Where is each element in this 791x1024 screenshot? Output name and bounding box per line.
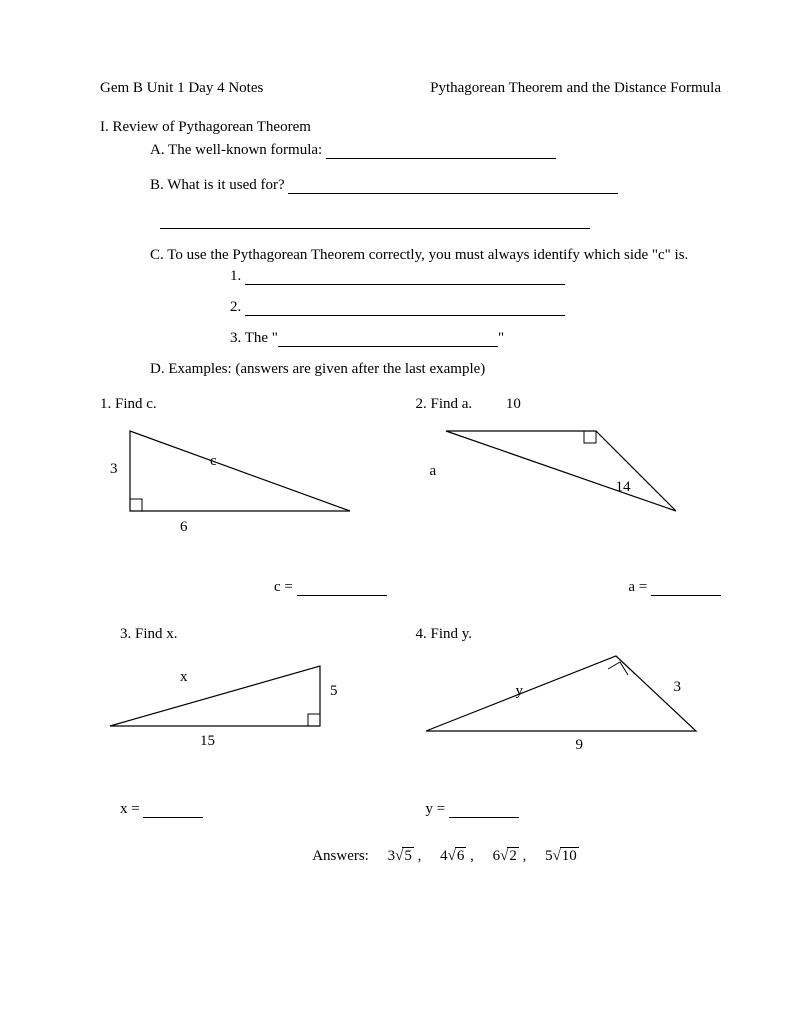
section-i-title: I. Review of Pythagorean Theorem: [60, 119, 731, 136]
p4-answer-var: y =: [426, 801, 446, 817]
sub-c-2: 2.: [60, 299, 731, 316]
p1-answer-var: c =: [274, 579, 293, 595]
p2-label-14: 14: [616, 479, 631, 496]
ans-4: 510: [545, 848, 579, 864]
blank-a: [326, 145, 556, 159]
c-item-3-prefix: 3. The ": [230, 330, 278, 346]
answers-label: Answers:: [312, 848, 369, 864]
header-left: Gem B Unit 1 Day 4 Notes: [100, 80, 263, 97]
p4-label-y: y: [516, 683, 524, 700]
p2-prompt: Find a.: [431, 396, 473, 412]
p4-num: 4.: [416, 626, 427, 642]
ans-1: 35 ,: [388, 848, 422, 864]
header-row: Gem B Unit 1 Day 4 Notes Pythagorean The…: [60, 80, 731, 97]
p2-answer-var: a =: [628, 579, 647, 595]
p1-prompt: Find c.: [115, 396, 157, 412]
sub-c-3: 3. The " ": [60, 330, 731, 347]
blank-c3: [278, 333, 498, 347]
p3-num: 3.: [120, 626, 131, 642]
blank-c1: [245, 271, 565, 285]
p1-num: 1.: [100, 396, 111, 412]
p3-label-15: 15: [200, 733, 215, 750]
blank-ans-y: [449, 804, 519, 818]
c-item-2-num: 2.: [230, 299, 241, 315]
problem-3: 3. Find x. x 5 15: [100, 626, 416, 761]
problem-1: 1. Find c. 3 6 c: [100, 396, 416, 561]
triangle-1: [100, 421, 360, 541]
blank-c2: [245, 302, 565, 316]
c-item-3-suffix: ": [498, 330, 504, 346]
header-right: Pythagorean Theorem and the Distance For…: [430, 80, 721, 97]
p2-label-10: 10: [506, 396, 521, 412]
triangle-3: [100, 651, 360, 751]
sub-b-label: B. What is it used for?: [150, 177, 285, 193]
problems-row-1: 1. Find c. 3 6 c 2. Find a. 10 a 14: [60, 396, 731, 561]
sub-a: A. The well-known formula:: [60, 142, 731, 159]
sub-b-line2: [60, 212, 731, 229]
answer-row-1: c = a =: [60, 579, 731, 596]
triangle-4: [416, 651, 716, 751]
p4-label-3: 3: [674, 679, 682, 696]
answers-line: Answers: 35 , 46 , 62 , 510: [60, 848, 731, 865]
sub-d: D. Examples: (answers are given after th…: [60, 361, 731, 378]
blank-ans-c: [297, 582, 387, 596]
c-item-1-num: 1.: [230, 268, 241, 284]
blank-ans-x: [143, 804, 203, 818]
p3-label-5: 5: [330, 683, 338, 700]
triangle-2: [416, 421, 696, 531]
blank-b2: [160, 215, 590, 229]
answer-row-2: x = y =: [60, 801, 731, 818]
p1-label-c: c: [210, 453, 217, 470]
problem-4: 4. Find y. y 3 9: [416, 626, 732, 761]
p2-label-a: a: [430, 463, 437, 480]
p3-answer-var: x =: [120, 801, 140, 817]
ans-2: 46 ,: [440, 848, 474, 864]
sub-b: B. What is it used for?: [60, 177, 731, 194]
p1-label-6: 6: [180, 519, 188, 536]
blank-b1: [288, 180, 618, 194]
p4-label-9: 9: [576, 737, 584, 754]
p1-label-3: 3: [110, 461, 118, 478]
blank-ans-a: [651, 582, 721, 596]
p2-num: 2.: [416, 396, 427, 412]
p3-prompt: Find x.: [135, 626, 178, 642]
sub-c-1: 1.: [60, 268, 731, 285]
problem-2: 2. Find a. 10 a 14: [416, 396, 732, 561]
p3-label-x: x: [180, 669, 188, 686]
sub-c: C. To use the Pythagorean Theorem correc…: [60, 247, 731, 264]
p4-prompt: Find y.: [431, 626, 473, 642]
problems-row-2: 3. Find x. x 5 15 4. Find y. y 3 9: [60, 626, 731, 761]
sub-a-label: A. The well-known formula:: [150, 142, 322, 158]
ans-3: 62 ,: [493, 848, 527, 864]
